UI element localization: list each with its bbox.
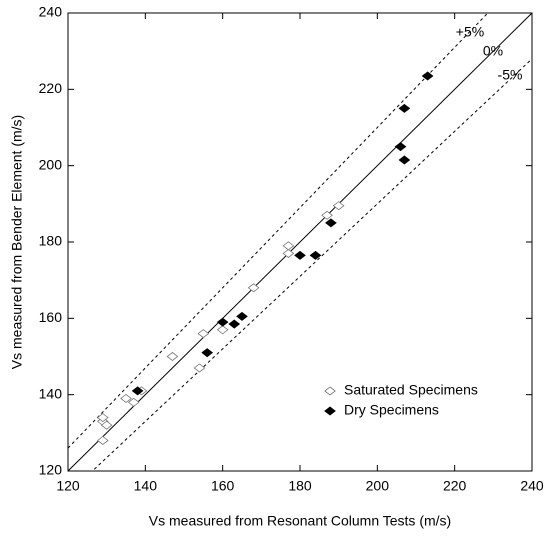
x-tick-label: 160 xyxy=(211,478,235,494)
reference-line xyxy=(91,58,532,471)
y-tick-label: 200 xyxy=(39,156,63,172)
y-tick-label: 160 xyxy=(39,309,63,325)
y-tick-label: 240 xyxy=(39,4,63,20)
data-point xyxy=(216,325,229,335)
reference-label: +5% xyxy=(456,24,484,40)
x-axis-label: Vs measured from Resonant Column Tests (… xyxy=(149,513,451,529)
x-tick-label: 180 xyxy=(288,478,312,494)
data-point xyxy=(325,218,337,228)
data-point xyxy=(309,250,322,260)
x-tick-label: 140 xyxy=(134,478,158,494)
data-point xyxy=(282,241,295,251)
data-point xyxy=(216,317,229,327)
data-point xyxy=(332,201,345,211)
x-tick-label: 120 xyxy=(56,478,80,494)
x-tick-label: 240 xyxy=(520,478,544,494)
data-point xyxy=(120,393,132,403)
data-point xyxy=(398,103,411,113)
data-point xyxy=(247,283,260,293)
legend-label: Saturated Specimens xyxy=(344,382,478,398)
data-point xyxy=(96,435,109,445)
y-tick-label: 220 xyxy=(39,80,63,96)
data-point xyxy=(100,420,113,430)
data-point xyxy=(96,413,109,423)
reference-label: -5% xyxy=(498,67,523,83)
data-point xyxy=(201,348,214,358)
reference-label: 0% xyxy=(483,43,503,59)
y-tick-label: 180 xyxy=(39,233,63,249)
legend-label: Dry Specimens xyxy=(344,402,439,418)
data-point xyxy=(228,319,241,329)
legend-marker xyxy=(324,386,336,396)
y-tick-label: 120 xyxy=(39,462,63,478)
data-point xyxy=(294,250,306,260)
data-point xyxy=(166,351,179,362)
data-point xyxy=(131,386,144,396)
data-point xyxy=(398,155,411,165)
data-point xyxy=(197,329,210,339)
data-point xyxy=(282,248,295,258)
legend-marker xyxy=(324,406,336,416)
data-point xyxy=(236,311,248,321)
x-tick-label: 220 xyxy=(443,478,467,494)
data-point xyxy=(394,142,407,152)
data-point xyxy=(421,71,434,81)
data-point xyxy=(127,397,140,407)
x-tick-label: 200 xyxy=(366,478,390,494)
y-axis-label: Vs measured from Bender Element (m/s) xyxy=(9,115,25,369)
y-tick-label: 140 xyxy=(39,385,63,401)
data-point xyxy=(321,210,333,220)
reference-line xyxy=(68,13,532,471)
data-point xyxy=(193,363,206,373)
